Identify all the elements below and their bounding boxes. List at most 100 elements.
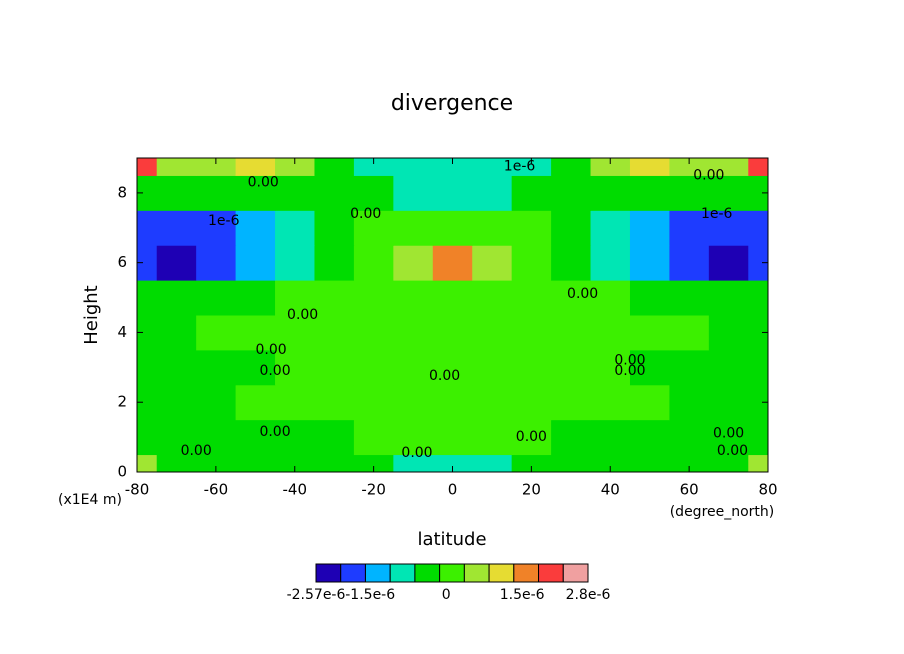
contour-label: 0.00 (614, 352, 645, 368)
contour-cell (472, 384, 513, 421)
contour-cell (353, 454, 394, 473)
contour-cell (669, 280, 710, 316)
contour-cell (629, 454, 670, 473)
contour-cell (669, 210, 710, 246)
contour-cell (511, 454, 552, 473)
x-tick-label: 20 (522, 481, 541, 499)
colorbar-box (488, 563, 515, 583)
contour-cell (353, 349, 394, 386)
contour-cell (353, 245, 394, 281)
contour-cell (432, 210, 473, 246)
contour-label: 0.00 (614, 363, 645, 379)
contour-cell (551, 419, 592, 456)
colorbar-box (538, 563, 564, 583)
contour-cell (432, 349, 473, 386)
colorbar-label: 2.8e-6 (566, 587, 611, 603)
contour-cell (393, 315, 434, 351)
contour-cell (156, 454, 197, 473)
y-tick-label: 4 (117, 323, 127, 341)
x-tick-label: -80 (125, 481, 150, 499)
contour-cell (551, 454, 592, 473)
contour-cell (551, 158, 592, 176)
contour-cell (353, 280, 394, 316)
contour-cell (353, 384, 394, 421)
contour-cell (156, 210, 197, 246)
contour-cell (629, 384, 670, 421)
contour-cell (137, 175, 158, 211)
colorbar-label: 0 (442, 587, 451, 603)
colorbar-box (364, 563, 391, 583)
contour-cell (708, 315, 749, 351)
contour-cell (551, 210, 592, 246)
contour-cell (669, 349, 710, 386)
contour-cell (629, 245, 670, 281)
contour-cell (314, 384, 355, 421)
contour-cell (590, 158, 631, 176)
contour-cell (748, 419, 769, 456)
contour-cell (708, 419, 749, 456)
y-unit: (x1E4 m) (58, 492, 122, 508)
contour-cell (393, 175, 434, 211)
contour-cell (748, 280, 769, 316)
x-tick-label: 80 (758, 481, 777, 499)
contour-cell (275, 384, 315, 421)
contour-cell (590, 419, 631, 456)
contour-cell (196, 280, 237, 316)
contour-cell (629, 175, 670, 211)
contour-cell (275, 175, 315, 211)
contour-cell (314, 175, 355, 211)
contour-cell (748, 349, 769, 386)
contour-cell (551, 349, 592, 386)
contour-cell (156, 419, 197, 456)
colorbar-label: -2.57e-6 (287, 587, 346, 603)
y-tick-label: 2 (117, 393, 127, 411)
contour-cell (511, 384, 552, 421)
contour-cell (156, 349, 197, 386)
x-axis-label: latitude (417, 529, 486, 550)
contour-cell (314, 419, 355, 456)
contour-cell (314, 245, 355, 281)
contour-cell (590, 245, 631, 281)
colorbar-box (439, 563, 465, 583)
contour-cell (511, 349, 552, 386)
contour-label: 0.00 (248, 174, 279, 190)
contour-cell (708, 175, 749, 211)
contour-cell (314, 349, 355, 386)
contour-cell (196, 419, 237, 456)
contour-cell (669, 158, 710, 176)
contour-cell (275, 210, 315, 246)
contour-cell (472, 419, 513, 456)
contour-cell (708, 210, 749, 246)
contour-cell (432, 384, 473, 421)
contour-cell (235, 245, 276, 281)
contour-cell (511, 158, 552, 176)
contour-cell (353, 315, 394, 351)
colorbar-box (463, 563, 490, 583)
contour-label: 0.00 (401, 445, 432, 461)
contour-cell (511, 280, 552, 316)
contour-cell (708, 349, 749, 386)
contour-cell (629, 349, 670, 386)
contour-label: 0.00 (256, 342, 287, 358)
contour-cell (748, 245, 769, 281)
contour-cell (629, 419, 670, 456)
contour-cell (629, 158, 670, 176)
contour-label: 1e-6 (701, 206, 733, 222)
contour-cell (196, 158, 237, 176)
contour-label: 0.00 (350, 206, 381, 222)
x-unit: (degree_north) (670, 504, 775, 520)
contour-cell (275, 454, 315, 473)
y-tick-label: 6 (117, 253, 127, 271)
contour-cell (472, 454, 513, 473)
contour-cell (590, 315, 631, 351)
contour-cell (708, 280, 749, 316)
x-tick-label: -40 (283, 481, 308, 499)
contour-cell (137, 349, 158, 386)
contour-cell (432, 158, 473, 176)
contour-cell (511, 315, 552, 351)
contour-cell (669, 454, 710, 473)
colorbar-box (562, 563, 589, 583)
contour-cell (196, 349, 237, 386)
contour-cell (137, 315, 158, 351)
contour-cell (235, 210, 276, 246)
